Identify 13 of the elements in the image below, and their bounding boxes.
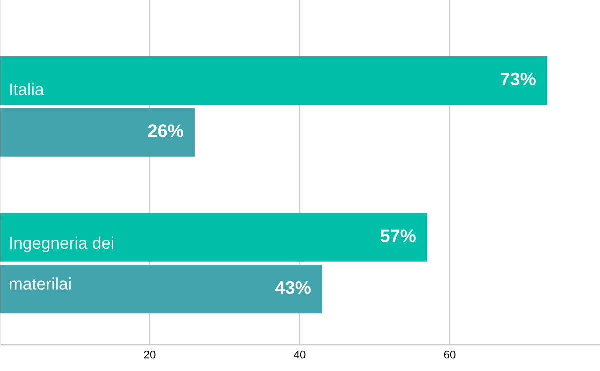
x-tick-label: 20: [144, 350, 156, 359]
bar: [0, 213, 428, 262]
data-label: 57%: [380, 230, 416, 242]
data-label: 26%: [148, 124, 184, 138]
y-tick-label: Italia: [10, 83, 44, 96]
bar: [0, 56, 548, 106]
bar: [0, 265, 322, 314]
bar: [0, 108, 195, 157]
data-label: 73%: [501, 72, 536, 86]
x-tick-label: 40: [294, 350, 306, 359]
data-label: 43%: [276, 281, 311, 294]
category-label: Ingegneria dei materilai: [10, 236, 114, 290]
x-tick-label: 60: [444, 350, 456, 359]
